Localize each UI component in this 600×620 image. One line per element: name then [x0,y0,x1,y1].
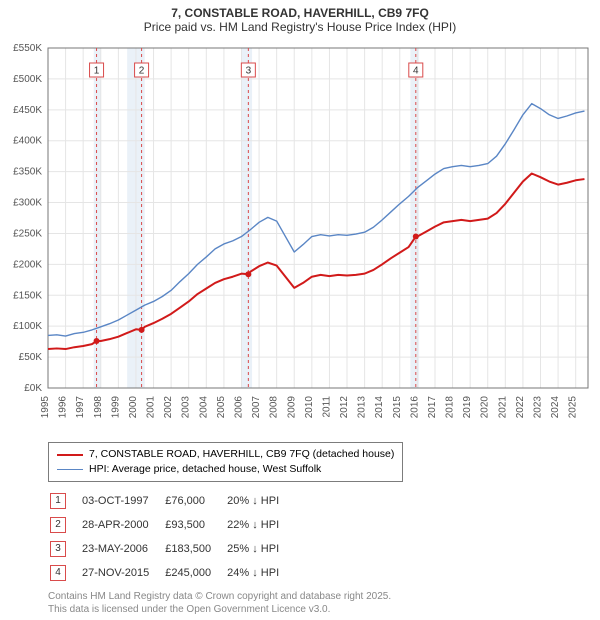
svg-text:1: 1 [94,66,100,77]
legend-swatch [57,469,83,470]
sale-price: £245,000 [165,562,225,584]
svg-text:2006: 2006 [233,396,244,419]
svg-text:2019: 2019 [462,396,473,419]
sale-marker: 1 [50,493,66,509]
svg-text:2018: 2018 [445,396,456,419]
sale-date: 23-MAY-2006 [82,538,163,560]
svg-text:2023: 2023 [533,396,544,419]
sale-marker: 3 [50,541,66,557]
svg-text:2016: 2016 [409,396,420,419]
sales-table: 1 03-OCT-1997£76,00020% ↓ HPI 2 28-APR-2000… [48,488,295,586]
svg-text:2002: 2002 [163,396,174,419]
legend-label: HPI: Average price, detached house, West… [89,462,321,477]
legend-swatch [57,454,83,456]
page-title: 7, CONSTABLE ROAD, HAVERHILL, CB9 7FQ [0,0,600,20]
svg-text:£400K: £400K [13,136,42,147]
svg-text:£250K: £250K [13,228,42,239]
svg-text:1995: 1995 [40,396,51,419]
svg-text:£200K: £200K [13,259,42,270]
sale-price: £93,500 [165,514,225,536]
legend: 7, CONSTABLE ROAD, HAVERHILL, CB9 7FQ (d… [48,442,403,482]
svg-text:2007: 2007 [251,396,262,419]
svg-text:2014: 2014 [374,396,385,419]
svg-text:2017: 2017 [427,396,438,419]
svg-text:2024: 2024 [550,396,561,419]
svg-text:1999: 1999 [110,396,121,419]
svg-text:2011: 2011 [321,396,332,418]
svg-text:2020: 2020 [480,396,491,419]
svg-text:2009: 2009 [286,396,297,419]
svg-text:2010: 2010 [304,396,315,419]
svg-text:2004: 2004 [198,396,209,419]
table-row: 4 27-NOV-2015£245,00024% ↓ HPI [50,562,293,584]
svg-text:2008: 2008 [269,396,280,419]
sale-vs-hpi: 25% ↓ HPI [227,538,293,560]
sale-price: £183,500 [165,538,225,560]
svg-text:1998: 1998 [93,396,104,419]
svg-text:1996: 1996 [58,396,69,419]
svg-text:£350K: £350K [13,167,42,178]
legend-row: HPI: Average price, detached house, West… [57,462,394,477]
sale-marker: 2 [50,517,66,533]
svg-text:4: 4 [413,66,419,77]
svg-text:£300K: £300K [13,198,42,209]
svg-text:2001: 2001 [146,396,157,419]
sale-vs-hpi: 24% ↓ HPI [227,562,293,584]
sale-date: 27-NOV-2015 [82,562,163,584]
page-subtitle: Price paid vs. HM Land Registry's House … [0,20,600,38]
svg-text:2005: 2005 [216,396,227,419]
svg-text:£50K: £50K [19,352,43,363]
sale-price: £76,000 [165,490,225,512]
sale-date: 03-OCT-1997 [82,490,163,512]
svg-text:£450K: £450K [13,105,42,116]
legend-label: 7, CONSTABLE ROAD, HAVERHILL, CB9 7FQ (d… [89,447,394,462]
svg-text:2021: 2021 [497,396,508,419]
svg-text:£500K: £500K [13,74,42,85]
svg-text:£0K: £0K [24,383,42,394]
table-row: 1 03-OCT-1997£76,00020% ↓ HPI [50,490,293,512]
svg-text:2003: 2003 [181,396,192,419]
sale-marker: 4 [50,565,66,581]
svg-text:3: 3 [246,66,252,77]
svg-text:£150K: £150K [13,290,42,301]
footer-attribution: Contains HM Land Registry data © Crown c… [48,590,391,616]
svg-text:2022: 2022 [515,396,526,419]
sale-date: 28-APR-2000 [82,514,163,536]
svg-text:2025: 2025 [568,396,579,419]
svg-text:2012: 2012 [339,396,350,419]
footer-line-2: This data is licensed under the Open Gov… [48,603,391,616]
svg-text:2015: 2015 [392,396,403,419]
svg-text:£550K: £550K [13,44,42,54]
svg-text:2: 2 [139,66,145,77]
svg-text:2013: 2013 [357,396,368,419]
price-chart: £0K £50K £100K £150K £200K £250K £300K £350K £40… [0,44,600,434]
svg-text:£100K: £100K [13,321,42,332]
table-row: 3 23-MAY-2006£183,50025% ↓ HPI [50,538,293,560]
sale-vs-hpi: 20% ↓ HPI [227,490,293,512]
legend-row: 7, CONSTABLE ROAD, HAVERHILL, CB9 7FQ (d… [57,447,394,462]
svg-text:2000: 2000 [128,396,139,419]
table-row: 2 28-APR-2000£93,50022% ↓ HPI [50,514,293,536]
sale-vs-hpi: 22% ↓ HPI [227,514,293,536]
footer-line-1: Contains HM Land Registry data © Crown c… [48,590,391,603]
svg-text:1997: 1997 [75,396,86,419]
